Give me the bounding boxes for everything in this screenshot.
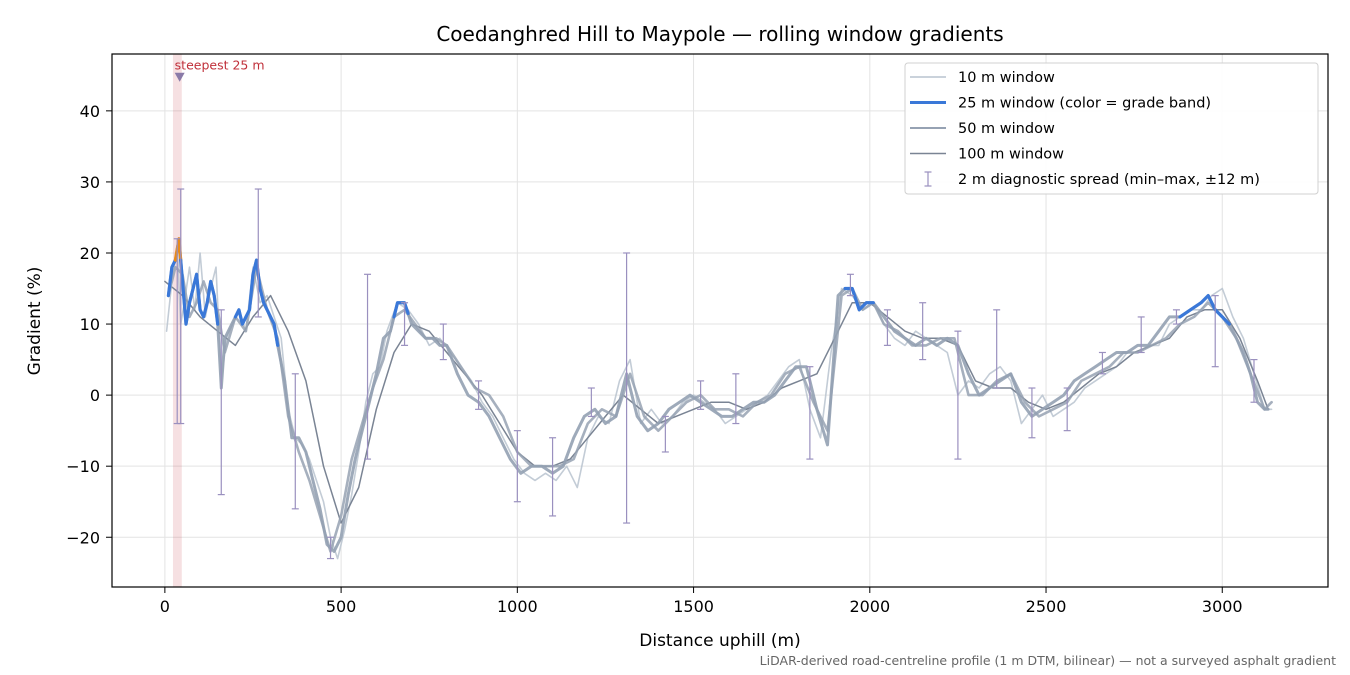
spread-bar-4: [291, 373, 299, 510]
plot-frame: [111, 53, 1329, 588]
spread-bar-22: [993, 309, 1001, 389]
series-line-100m: [164, 280, 1269, 524]
spread-bar-20: [919, 302, 927, 361]
spread-layer: [173, 188, 1258, 560]
spread-bar-26: [1137, 316, 1145, 354]
spread-bar-28: [1211, 295, 1219, 368]
spread-bar-13: [623, 252, 631, 524]
spread-bar-25: [1098, 351, 1106, 375]
y-tick-label-1: −10: [66, 457, 100, 476]
x-tick-label-3: 1500: [673, 597, 714, 616]
spread-bar-5: [327, 536, 335, 560]
spread-bar-1: [177, 188, 185, 425]
spread-bar-21: [954, 330, 962, 460]
legend-box: [904, 62, 1319, 195]
x-tick-label-5: 2500: [1026, 597, 1067, 616]
x-tick-label-2: 1000: [497, 597, 538, 616]
legend-entry-1: 25 m window (color = grade band): [910, 96, 1211, 112]
legend-label-1: 25 m window (color = grade band): [958, 96, 1211, 112]
spread-bar-16: [732, 373, 740, 425]
spread-bar-18: [846, 273, 854, 297]
legend-entry-0: 10 m window: [910, 70, 1055, 86]
y-tick-label-0: −20: [66, 528, 100, 547]
spread-bar-7: [401, 302, 409, 346]
grade-band-segment-4: [392, 301, 410, 319]
spread-bar-29: [1250, 358, 1258, 403]
spread-bar-11: [549, 437, 557, 517]
grade-band-segment-3: [233, 258, 280, 347]
legend-label-2: 50 m window: [958, 121, 1055, 137]
grade-band-segment-0: [166, 258, 177, 298]
spread-bar-27: [1172, 309, 1180, 325]
steepest-label: steepest 25 m: [175, 58, 265, 73]
spread-bar-17: [806, 366, 814, 460]
spread-bar-6: [364, 273, 372, 460]
annot-layer: steepest 25 m: [174, 58, 265, 82]
spread-bar-2: [217, 309, 225, 496]
ticks-layer: 0 500 1000 1500 2000 2500 3000 −20 −10 0 10 20 30 40: [66, 102, 1242, 616]
steepest-marker: [174, 72, 185, 82]
x-tick-label-1: 500: [326, 597, 357, 616]
x-tick-label-0: 0: [160, 597, 170, 616]
spread-bar-3: [254, 188, 262, 318]
series-line-50m: [167, 265, 1273, 553]
spread-bar-10: [513, 430, 521, 503]
chart-title: Coedanghred Hill to Maypole — rolling wi…: [436, 22, 1003, 46]
legend-entry-3: 100 m window: [910, 147, 1064, 163]
spread-bar-19: [883, 309, 891, 346]
y-tick-label-2: 0: [90, 386, 100, 405]
y-tick-label-6: 40: [80, 102, 100, 121]
spread-bar-14: [661, 415, 669, 453]
y-tick-label-5: 30: [80, 173, 100, 192]
y-tick-label-4: 20: [80, 244, 100, 263]
y-tick-label-3: 10: [80, 315, 100, 334]
legend-label-3: 100 m window: [958, 147, 1064, 163]
spread-bar-12: [587, 387, 595, 418]
grade-band-segment-6: [1178, 294, 1231, 326]
series-layer: [164, 237, 1273, 560]
legend-entry-4: 2 m diagnostic spread (min–max, ±12 m): [924, 171, 1260, 188]
grade-band-segment-2: [179, 258, 220, 326]
spread-bar-8: [439, 323, 447, 361]
spread-bar-23: [1028, 387, 1036, 439]
legend-entry-2: 50 m window: [910, 121, 1055, 137]
x-tick-label-4: 2000: [849, 597, 890, 616]
x-tick-label-6: 3000: [1202, 597, 1243, 616]
spread-bar-15: [697, 380, 705, 410]
spread-bar-24: [1063, 387, 1071, 432]
legend-label-0: 10 m window: [958, 70, 1055, 86]
legend: 10 m window 25 m window (color = grade ba…: [904, 62, 1319, 195]
y-axis-label: Gradient (%): [25, 267, 45, 376]
x-axis-label: Distance uphill (m): [639, 631, 800, 651]
spread-bar-9: [475, 380, 483, 410]
footnote: LiDAR-derived road-centreline profile (1…: [760, 653, 1336, 668]
legend-label-4: 2 m diagnostic spread (min–max, ±12 m): [958, 172, 1260, 188]
